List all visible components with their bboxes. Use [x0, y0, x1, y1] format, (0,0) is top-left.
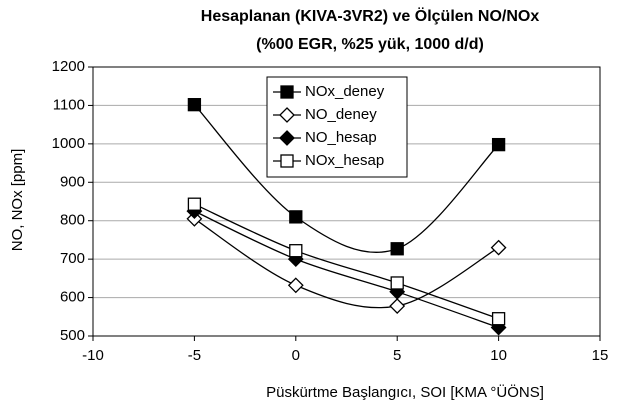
- x-tick-label: 0: [292, 347, 300, 364]
- marker: [491, 137, 506, 152]
- marker: [279, 130, 295, 146]
- series-line: [193, 104, 500, 253]
- chart-title: Hesaplanan (KIVA-3VR2) ve Ölçülen NO/NOx: [201, 6, 540, 25]
- x-tick-label: 15: [592, 347, 609, 364]
- marker: [187, 98, 202, 112]
- y-tick-label: 700: [60, 250, 85, 267]
- marker: [390, 242, 404, 256]
- marker: [187, 197, 202, 211]
- y-tick-label: 900: [60, 173, 85, 190]
- x-axis-label: Püskürtme Başlangıcı, SOI [KMA °ÜÖNS]: [266, 383, 544, 401]
- series-line: [194, 210, 499, 329]
- x-tick-label: -10: [82, 347, 104, 364]
- legend-label: NOx_deney: [305, 83, 385, 100]
- marker: [490, 239, 507, 256]
- y-axis-label: NO, NOx [ppm]: [9, 149, 26, 252]
- marker: [390, 276, 404, 290]
- marker: [289, 244, 303, 258]
- y-tick-label: 800: [60, 212, 85, 229]
- x-tick-label: -5: [188, 347, 201, 364]
- y-tick-label: 1200: [52, 58, 85, 75]
- y-tick-label: 600: [60, 289, 85, 306]
- marker: [491, 312, 506, 326]
- y-tick-label: 1000: [52, 135, 85, 152]
- legend-label: NOx_hesap: [305, 152, 384, 169]
- y-tick-label: 1100: [53, 96, 85, 113]
- x-tick-label: 5: [393, 347, 401, 364]
- plot-frame: [92, 66, 601, 337]
- legend-label: NO_hesap: [305, 129, 377, 146]
- marker: [289, 210, 303, 224]
- marker: [389, 298, 406, 314]
- marker: [279, 107, 295, 123]
- y-tick-label: 500: [60, 327, 85, 344]
- chart-subtitle: (%00 EGR, %25 yük, 1000 d/d): [256, 36, 484, 53]
- marker: [280, 154, 294, 168]
- marker: [287, 277, 304, 294]
- series-line: [194, 218, 499, 309]
- marker: [280, 85, 294, 99]
- legend-label: NO_deney: [305, 106, 377, 123]
- x-tick-label: 10: [490, 347, 507, 364]
- series-line: [194, 203, 499, 320]
